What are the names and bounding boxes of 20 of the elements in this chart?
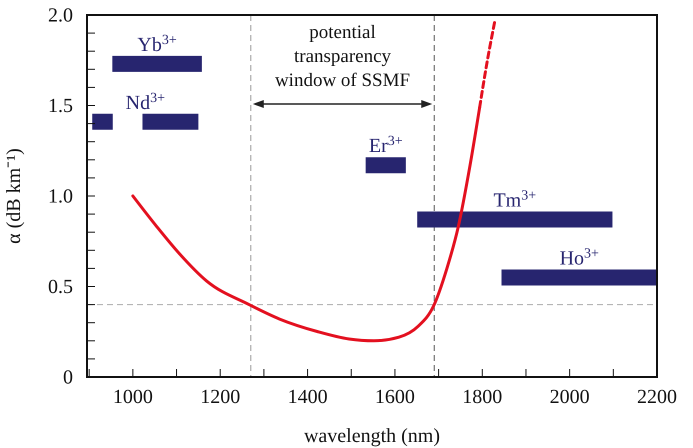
x-tick-label: 2000 <box>550 386 590 408</box>
x-tick-label: 1000 <box>112 386 153 408</box>
annotation: potential transparency window of SSMF <box>274 22 410 91</box>
y-tick-label: 1.5 <box>48 94 73 117</box>
x-tick-label: 1600 <box>374 386 415 408</box>
y-axis-title: α (dB km⁻¹) <box>3 148 25 244</box>
series-label: Yb$^{3+}$ <box>137 32 177 56</box>
x-tick-label: 1200 <box>200 386 240 408</box>
series-label: Nd$^{3+}$ <box>126 90 166 114</box>
x-tick-label: 1800 <box>462 386 502 408</box>
series-label: Tm$^{3+}$ <box>493 188 536 212</box>
y-tick-label: 0.5 <box>48 276 73 298</box>
y-tick-label: 1.0 <box>48 185 73 208</box>
x-tick-label: 1400 <box>288 386 328 408</box>
y-tick-label: 0 <box>63 366 73 388</box>
x-tick-label: 2200 <box>637 386 677 408</box>
y-tick-label: 2.0 <box>48 4 73 26</box>
series-label: Ho$^{3+}$ <box>560 246 600 270</box>
series-label: Er$^{3+}$ <box>368 134 403 158</box>
x-axis-title: wavelength (nm) <box>304 425 440 447</box>
